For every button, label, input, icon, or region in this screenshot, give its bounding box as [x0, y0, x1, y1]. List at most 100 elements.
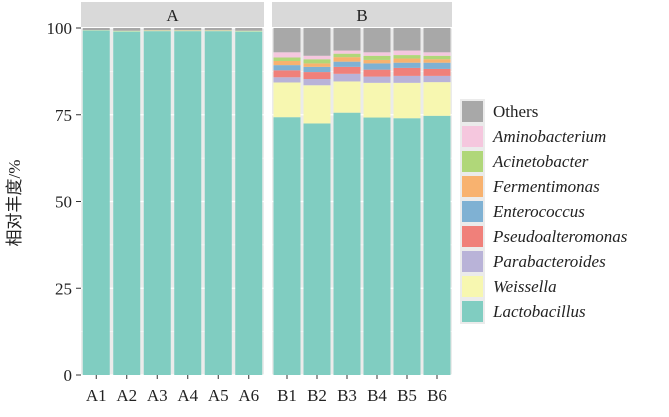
bar-segment-weissella: [205, 30, 232, 31]
bar-segment-acinetobacter: [274, 57, 301, 60]
legend-label: Lactobacillus: [492, 302, 586, 321]
bar-segment-lactobacillus: [174, 31, 201, 375]
legend-label: Others: [493, 102, 538, 121]
legend-swatch: [462, 251, 483, 272]
bar-A4: [174, 28, 201, 375]
bar-segment-lactobacillus: [424, 116, 451, 375]
x-tick-label: A2: [116, 386, 137, 405]
bar-segment-lactobacillus: [304, 123, 331, 375]
bar-A1: [83, 28, 110, 375]
bar-segment-weissella: [235, 31, 262, 32]
bar-segment-others: [174, 28, 201, 30]
bar-segment-lactobacillus: [235, 31, 262, 375]
y-axis-title: 相对丰度/%: [5, 160, 24, 247]
bar-segment-weissella: [304, 85, 331, 123]
legend-label: Enterococcus: [492, 202, 585, 221]
legend-item-parabacteroides: Parabacteroides: [460, 249, 606, 274]
x-tick-label: B5: [397, 386, 417, 405]
legend-swatch: [462, 126, 483, 147]
x-tick-label: A1: [86, 386, 107, 405]
bar-segment-acinetobacter: [394, 55, 421, 58]
legend-swatch: [462, 226, 483, 247]
legend-label: Parabacteroides: [492, 252, 606, 271]
x-tick-label: B1: [277, 386, 297, 405]
legend-item-pseudoalteromonas: Pseudoalteromonas: [460, 224, 628, 249]
bar-segment-weissella: [424, 82, 451, 116]
bar-segment-parabacteroides: [304, 79, 331, 85]
panel-strip-label: B: [356, 6, 367, 25]
y-tick-label: 25: [55, 279, 72, 298]
legend-item-weissella: Weissella: [460, 274, 557, 299]
bar-segment-others: [235, 28, 262, 31]
bar-B6: [424, 28, 451, 375]
legend: OthersAminobacteriumAcinetobacterFerment…: [460, 99, 628, 324]
legend-item-others: Others: [460, 99, 538, 124]
bar-segment-pseudoalteromonas: [424, 69, 451, 76]
bar-segment-lactobacillus: [364, 118, 391, 375]
bar-segment-others: [364, 28, 391, 52]
bar-segment-enterococcus: [364, 63, 391, 69]
bar-segment-acinetobacter: [364, 56, 391, 60]
bar-segment-parabacteroides: [364, 77, 391, 83]
bar-segment-weissella: [394, 83, 421, 118]
y-tick-label: 100: [47, 19, 73, 38]
y-tick-label: 75: [55, 106, 72, 125]
bar-segment-aminobacterium: [424, 52, 451, 55]
bar-segment-lactobacillus: [274, 117, 301, 375]
bar-segment-aminobacterium: [304, 56, 331, 59]
bar-segment-parabacteroides: [424, 76, 451, 82]
bar-segment-fermentimonas: [304, 63, 331, 66]
x-tick-label: A6: [238, 386, 259, 405]
legend-swatch: [462, 201, 483, 222]
bar-A2: [113, 28, 140, 375]
bar-segment-lactobacillus: [334, 113, 361, 375]
x-tick-label: A5: [208, 386, 229, 405]
panel-strip-label: A: [166, 6, 179, 25]
legend-label: Fermentimonas: [492, 177, 600, 196]
bar-A5: [205, 28, 232, 375]
x-tick-label: B6: [427, 386, 447, 405]
bar-B2: [304, 28, 331, 375]
bar-segment-weissella: [274, 82, 301, 117]
y-tick-label: 50: [55, 193, 72, 212]
bar-segment-pseudoalteromonas: [334, 67, 361, 74]
bar-segment-parabacteroides: [274, 77, 301, 82]
bar-segment-aminobacterium: [274, 52, 301, 57]
bar-segment-others: [144, 28, 171, 30]
bar-segment-others: [334, 28, 361, 51]
legend-swatch: [462, 176, 483, 197]
bar-segment-pseudoalteromonas: [364, 70, 391, 77]
bar-segment-fermentimonas: [424, 59, 451, 62]
y-tick-label: 0: [64, 366, 73, 385]
bar-segment-enterococcus: [334, 62, 361, 67]
y-axis: 0 25 50 75 100: [47, 19, 82, 385]
bar-segment-others: [205, 28, 232, 30]
bar-segment-others: [83, 28, 110, 30]
bar-B1: [274, 28, 301, 375]
bar-segment-others: [113, 28, 140, 31]
bar-A6: [235, 28, 262, 375]
bar-segment-weissella: [364, 83, 391, 118]
legend-label: Pseudoalteromonas: [492, 227, 628, 246]
bar-segment-others: [304, 28, 331, 56]
bar-segment-others: [424, 28, 451, 52]
bar-segment-enterococcus: [304, 67, 331, 72]
bar-B5: [394, 28, 421, 375]
bar-A3: [144, 28, 171, 375]
x-tick-label: B4: [367, 386, 387, 405]
bar-segment-fermentimonas: [274, 61, 301, 65]
bar-segment-enterococcus: [274, 65, 301, 70]
bar-segment-weissella: [113, 31, 140, 32]
bar-segment-others: [394, 28, 421, 51]
legend-item-enterococcus: Enterococcus: [460, 199, 585, 224]
bar-segment-acinetobacter: [304, 59, 331, 63]
bar-segment-fermentimonas: [394, 59, 421, 63]
bar-segment-fermentimonas: [364, 60, 391, 63]
legend-item-acinetobacter: Acinetobacter: [460, 149, 589, 174]
bar-segment-parabacteroides: [394, 76, 421, 83]
legend-swatch: [462, 101, 483, 122]
bar-segment-aminobacterium: [334, 51, 361, 54]
